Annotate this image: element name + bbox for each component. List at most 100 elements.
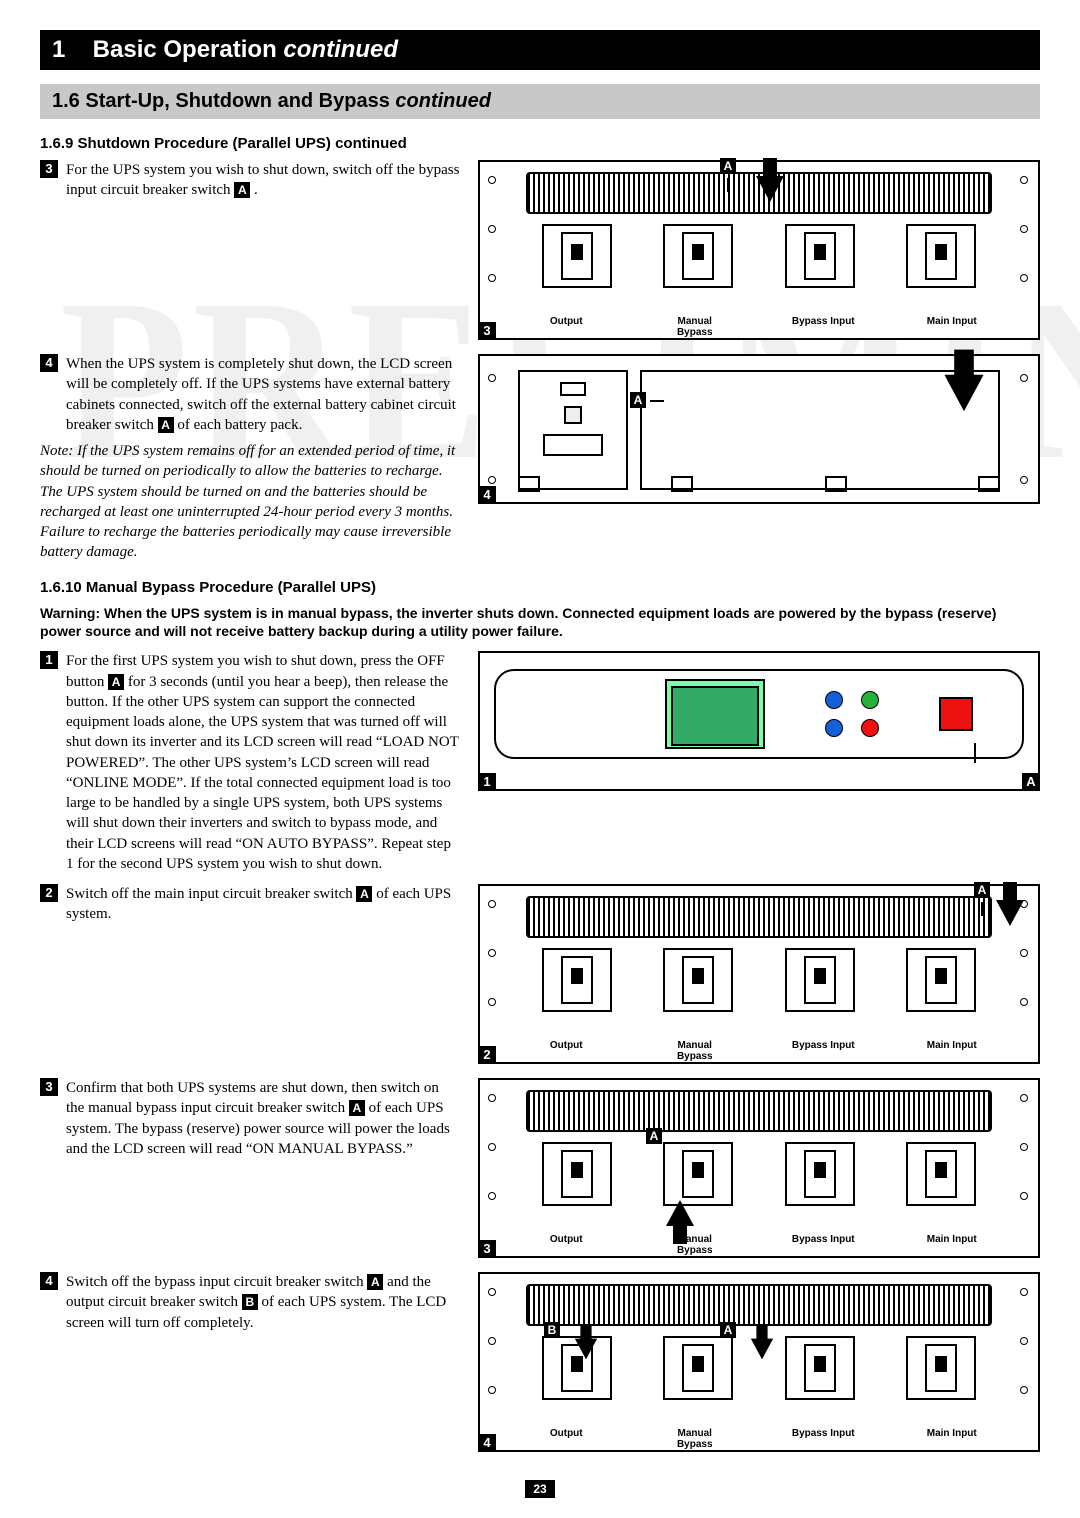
subsection-1610-heading: 1.6.10 Manual Bypass Procedure (Parallel… [40,579,1040,596]
figure-1610-1: 1 A [478,651,1040,791]
step-1610-3: 3 Confirm that both UPS systems are shut… [40,1078,460,1159]
led-green [861,691,879,709]
vent-grille [526,896,992,938]
step-169-4: 4 When the UPS system is completely shut… [40,354,460,435]
lcd-screen [665,679,765,749]
breaker-bypass-input [785,1142,855,1206]
breaker-label: Manual Bypass [660,1234,730,1256]
warning-1610: Warning: When the UPS system is in manua… [40,604,1040,642]
breaker-manual-bypass [663,1336,733,1400]
ref-badge-b: B [242,1294,258,1310]
arrow-down-icon [756,176,784,202]
breaker-manual-bypass [663,948,733,1012]
step-text: For the UPS system you wish to shut down… [66,162,459,198]
figure-169-3: A Output Manual Bypass Bypass Input Main… [478,160,1040,340]
breaker-output [542,948,612,1012]
vent-grille [526,1284,992,1326]
callout-a: A [646,1128,662,1144]
breaker-label: Main Input [917,1040,987,1062]
off-button [939,697,973,731]
breaker-label: Output [531,316,601,338]
breaker-main-input [906,1336,976,1400]
breaker-label: Bypass Input [788,1040,858,1062]
section-header: 1.6 Start-Up, Shutdown and Bypass contin… [40,84,1040,119]
step-text: Switch off the main input circuit breake… [66,886,356,902]
breaker-label: Main Input [917,316,987,338]
breaker-label: Output [531,1040,601,1062]
step-number-badge: 4 [40,354,58,372]
step-text: for 3 seconds (until you hear a beep), t… [66,674,459,872]
arrow-down-icon [944,375,983,411]
figure-step-badge: 1 [478,773,496,791]
led-red [861,719,879,737]
ref-badge-a: A [158,417,174,433]
section-continued: continued [395,90,491,112]
vent-grille [526,1090,992,1132]
callout-a: A [974,882,990,898]
ref-badge-a: A [367,1274,383,1290]
breaker-output [542,1142,612,1206]
breaker-manual-bypass [663,224,733,288]
figure-1610-3: A Output Manual Bypass Bypass Input Main… [478,1078,1040,1258]
step-number-badge: 3 [40,1078,58,1096]
figure-step-badge: 3 [478,1240,496,1258]
breaker-label: Main Input [917,1428,987,1450]
step-1610-2: 2 Switch off the main input circuit brea… [40,884,460,925]
note-169: Note: If the UPS system remains off for … [40,441,460,563]
breaker-output [542,224,612,288]
step-text: . [254,182,258,198]
callout-a: A [1022,773,1040,791]
breaker-label: Main Input [917,1234,987,1256]
battery-control-panel [518,370,628,490]
breaker-label: Manual Bypass [660,316,730,338]
breaker-bypass-input [785,224,855,288]
step-number-badge: 4 [40,1272,58,1290]
breaker-manual-bypass [663,1142,733,1206]
ref-badge-a: A [349,1100,365,1116]
callout-a: A [720,1322,736,1338]
arrow-up-icon [666,1200,694,1226]
section-title: Start-Up, Shutdown and Bypass [85,90,389,112]
breaker-main-input [906,1142,976,1206]
step-text: of each battery pack. [177,417,302,433]
figure-169-4: A 4 [478,354,1040,504]
figure-step-badge: 4 [478,1434,496,1452]
ref-badge-a: A [356,886,372,902]
breaker-label: Output [531,1234,601,1256]
arrow-down-icon [575,1339,597,1360]
status-leds [825,691,879,737]
breaker-main-input [906,224,976,288]
arrow-down-icon [751,1339,773,1360]
chapter-continued: continued [283,36,398,63]
chapter-title: Basic Operation [93,36,277,63]
figure-step-badge: 2 [478,1046,496,1064]
breaker-label: Bypass Input [788,1428,858,1450]
ref-badge-a: A [108,674,124,690]
step-text: Switch off the bypass input circuit brea… [66,1274,367,1290]
figure-step-badge: 4 [478,486,496,504]
breaker-main-input [906,948,976,1012]
step-number-badge: 2 [40,884,58,902]
breaker-label: Output [531,1428,601,1450]
section-number: 1.6 [52,90,80,112]
callout-a: A [630,392,646,408]
led-blue [825,691,843,709]
step-number-badge: 1 [40,651,58,669]
figure-step-badge: 3 [478,322,496,340]
arrow-down-icon [996,900,1024,926]
figure-1610-2: A Output Manual Bypass Bypass Input Main… [478,884,1040,1064]
breaker-label: Bypass Input [788,1234,858,1256]
figure-1610-4: B A Output Manual Bypass Bypass Input Ma… [478,1272,1040,1452]
breaker-bypass-input [785,1336,855,1400]
page-number: 23 [525,1480,555,1498]
breaker-label: Bypass Input [788,316,858,338]
step-1610-4: 4 Switch off the bypass input circuit br… [40,1272,460,1333]
chapter-number: 1 [52,36,86,64]
step-1610-1: 1 For the first UPS system you wish to s… [40,651,460,874]
callout-b: B [544,1322,560,1338]
led-blue [825,719,843,737]
breaker-label: Manual Bypass [660,1428,730,1450]
callout-a: A [720,158,736,174]
step-number-badge: 3 [40,160,58,178]
ref-badge-a: A [234,182,250,198]
